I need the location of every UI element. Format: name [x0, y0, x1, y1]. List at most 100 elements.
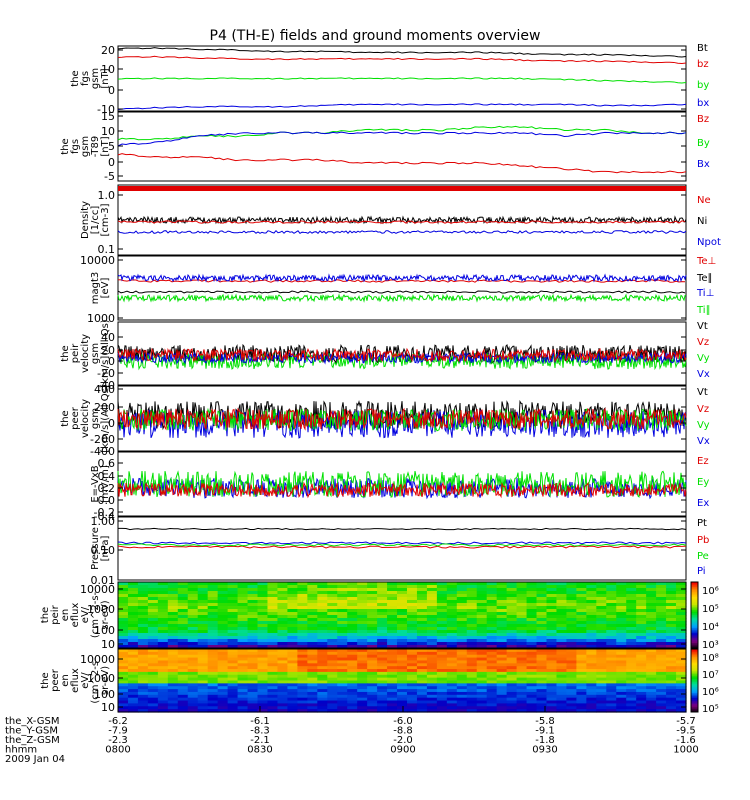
spectrogram-cell: [247, 663, 259, 667]
spectrogram-cell: [357, 680, 368, 684]
colorbar-cell: [691, 582, 698, 585]
spectrogram-cell: [118, 621, 129, 625]
legend-Vx: Vx: [697, 369, 710, 380]
spectrogram-cell: [277, 680, 289, 684]
spectrogram-cell: [596, 677, 607, 682]
y-tick-label: -10: [97, 103, 115, 116]
spectrogram-cell: [357, 651, 368, 656]
colorbar-cell: [691, 631, 698, 634]
spectrogram-cell: [317, 666, 328, 670]
spectrogram-cell: [118, 624, 129, 628]
y-tick-label: 15: [101, 110, 115, 123]
spectrogram-cell: [257, 630, 269, 634]
spectrogram-cell: [606, 600, 617, 604]
spectrogram-cell: [367, 677, 378, 682]
spectrogram-cell: [646, 600, 657, 604]
spectrogram-cell: [546, 709, 558, 713]
spectrogram-cell: [666, 671, 677, 676]
spectrogram-cell: [446, 612, 458, 616]
spectrogram-cell: [177, 606, 189, 610]
spectrogram-cell: [616, 669, 627, 673]
spectrogram-cell: [157, 709, 169, 713]
spectrogram-cell: [626, 686, 637, 690]
spectrogram-cell: [327, 680, 338, 684]
spectrogram-cell: [556, 657, 568, 662]
spectrogram-cell: [287, 700, 298, 705]
spectrogram-cell: [257, 654, 269, 659]
spectrogram-cell: [636, 686, 647, 690]
spectrogram-cell: [367, 666, 378, 670]
spectrogram-cell: [446, 606, 458, 610]
spectrogram-cell: [227, 677, 239, 682]
spectrogram-cell: [476, 703, 488, 707]
spectrogram-cell: [207, 609, 219, 613]
spectrogram-cell: [118, 709, 129, 713]
spectrogram-cell: [656, 585, 667, 589]
spectrogram-cell: [147, 630, 159, 634]
spectrogram-cell: [596, 689, 607, 693]
spectrogram-cell: [217, 706, 229, 710]
spectrogram-cell: [167, 594, 179, 598]
spectrogram-cell: [267, 680, 279, 684]
spectrogram-cell: [347, 642, 358, 646]
spectrogram-cell: [616, 642, 627, 646]
spectrogram-cell: [556, 683, 568, 687]
spectrogram-cell: [277, 660, 289, 664]
y-tick-label: 0: [108, 156, 115, 169]
spectrogram-cell: [446, 588, 458, 592]
spectrogram-cell: [147, 621, 159, 625]
spectrogram-cell: [586, 663, 597, 667]
spectrogram-cell: [656, 612, 667, 616]
spectrogram-cell: [516, 674, 528, 679]
spectrogram-cell: [307, 654, 318, 659]
spectrogram-cell: [157, 591, 169, 595]
spectrogram-cell: [646, 645, 657, 649]
spectrogram-cell: [167, 683, 179, 687]
spectrogram-cell: [307, 706, 318, 710]
spectrogram-cell: [297, 657, 308, 662]
spectrogram-cell: [596, 709, 607, 713]
spectrogram-cell: [147, 624, 159, 628]
spectrogram-cell: [187, 683, 199, 687]
y-axis-label: (cm^2-s-: [90, 591, 101, 638]
spectrogram-cell: [486, 649, 498, 653]
colorbar-cell: [691, 621, 698, 624]
spectrogram-cell: [357, 594, 368, 598]
spectrogram-cell: [456, 654, 468, 659]
spectrogram-cell: [287, 674, 298, 679]
spectrogram-cell: [377, 624, 388, 628]
spectrogram-cell: [486, 603, 498, 607]
spectrogram-cell: [207, 691, 219, 696]
panel-frame-1: [117, 45, 687, 112]
spectrogram-cell: [217, 606, 229, 610]
spectrogram-cell: [227, 683, 239, 687]
spectrogram-cell: [626, 630, 637, 634]
spectrogram-cell: [297, 642, 308, 646]
spectrogram-cell: [406, 588, 418, 592]
spectrogram-cell: [118, 706, 129, 710]
spectrogram-cell: [217, 639, 229, 643]
spectrogram-cell: [197, 709, 209, 713]
spectrogram-cell: [127, 680, 139, 684]
spectrogram-cell: [476, 597, 488, 601]
spectrogram-cell: [387, 612, 398, 616]
spectrogram-cell: [586, 671, 597, 676]
spectrogram-cell: [197, 691, 209, 696]
spectrogram-cell: [436, 621, 448, 625]
spectrogram-cell: [486, 660, 498, 664]
colorbar-cell: [691, 694, 698, 697]
spectrogram-cell: [197, 694, 209, 699]
spectrogram-cell: [197, 600, 209, 604]
y-tick-label: 0.0: [98, 494, 116, 507]
spectrogram-cell: [267, 630, 279, 634]
spectrogram-cell: [327, 606, 338, 610]
spectrogram-cell: [636, 680, 647, 684]
spectrogram-cell: [616, 700, 627, 705]
spectrogram-cell: [177, 654, 189, 659]
spectrogram-cell: [137, 642, 149, 646]
spectrogram-cell: [416, 597, 428, 601]
spectrogram-cell: [397, 671, 408, 676]
spectrogram-cell: [466, 694, 478, 699]
spectrogram-cell: [197, 588, 209, 592]
spectrogram-cell: [377, 697, 388, 702]
